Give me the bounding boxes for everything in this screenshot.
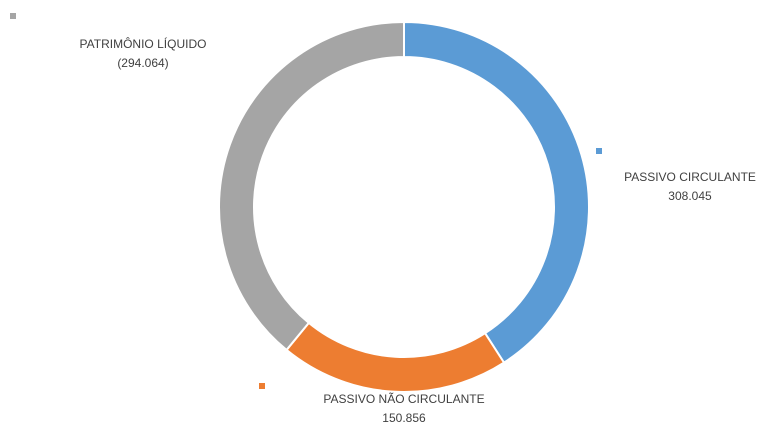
- label-marker: [596, 148, 602, 154]
- value-label: 308.045: [668, 189, 712, 203]
- category-label: PATRIMÔNIO LÍQUIDO: [80, 36, 207, 51]
- label-marker: [10, 13, 16, 19]
- donut-segment: [403, 20, 590, 365]
- category-label: PASSIVO CIRCULANTE: [624, 170, 756, 184]
- value-label: (294.064): [117, 56, 168, 70]
- category-label: PASSIVO NÃO CIRCULANTE: [323, 392, 484, 406]
- donut-segment: [285, 321, 506, 393]
- value-label: 150.856: [382, 411, 426, 424]
- label-marker: [259, 383, 265, 389]
- donut-segment: [218, 20, 405, 352]
